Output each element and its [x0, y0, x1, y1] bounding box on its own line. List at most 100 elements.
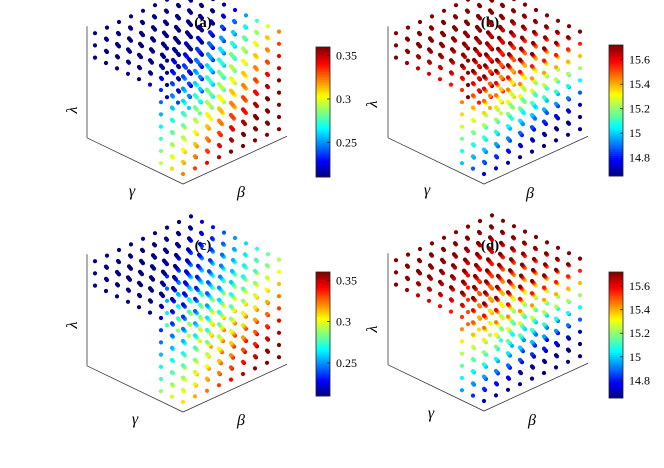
colorbar-segment: [316, 384, 330, 387]
colorbar-tick-label: 14.8: [629, 151, 650, 165]
colorbar-tick-label: 15: [629, 126, 641, 140]
data-point: [460, 279, 466, 284]
data-point: [228, 88, 234, 93]
data-point: [453, 3, 459, 8]
data-point: [498, 13, 504, 18]
data-point: [553, 304, 559, 309]
colorbar-segment: [609, 112, 623, 115]
colorbar-segment: [609, 299, 623, 302]
colorbar-segment: [609, 362, 623, 365]
data-point: [553, 113, 559, 119]
colorbar-segment: [609, 135, 623, 138]
data-point: [494, 57, 500, 62]
data-point: [103, 48, 109, 53]
colorbar-segment: [316, 306, 330, 310]
colorbar: 14.8 15 15.2 15.4 15.6: [608, 44, 650, 177]
data-point: [493, 381, 499, 386]
data-point: [162, 247, 168, 252]
colorbar-segment: [609, 57, 623, 60]
z-axis-label: λ: [364, 100, 381, 108]
data-point: [541, 297, 547, 302]
data-point: [152, 3, 158, 8]
data-point: [158, 303, 164, 308]
colorbar-segment: [316, 116, 330, 119]
data-point: [128, 14, 134, 19]
data-point: [438, 41, 444, 46]
data-point: [577, 317, 583, 322]
data-point: [216, 334, 222, 339]
colorbar-segment: [609, 116, 623, 120]
colorbar-segment: [316, 109, 330, 113]
data-point: [470, 344, 476, 349]
data-point: [254, 246, 260, 251]
data-point: [148, 275, 154, 280]
colorbar-segment: [609, 108, 623, 111]
data-point: [459, 339, 465, 344]
data-point: [217, 46, 223, 51]
data-point: [209, 236, 215, 241]
data-point: [264, 96, 270, 101]
data-point: [459, 363, 465, 368]
data-point: [198, 2, 204, 7]
data-point: [139, 247, 145, 252]
data-point: [475, 13, 481, 19]
data-point: [507, 268, 513, 273]
data-point: [464, 8, 470, 13]
data-point: [183, 41, 189, 46]
data-point: [174, 241, 180, 247]
data-point: [115, 30, 121, 36]
data-point: [164, 82, 170, 88]
data-point: [264, 132, 270, 137]
colorbar: 14.8 15 15.2 15.4 15.6: [608, 271, 650, 399]
data-point: [498, 240, 504, 245]
colorbar-segment: [609, 285, 623, 289]
data-point: [462, 257, 468, 262]
data-point: [192, 80, 198, 86]
data-point: [488, 0, 494, 2]
data-point: [158, 136, 164, 141]
colorbar-segment: [609, 372, 623, 375]
data-point: [465, 0, 471, 2]
data-point: [264, 120, 270, 125]
data-point: [264, 336, 270, 341]
colorbar-segment: [609, 77, 623, 81]
data-point: [472, 273, 478, 279]
data-point: [103, 60, 109, 66]
data-point: [470, 81, 476, 86]
data-point: [264, 348, 270, 353]
data-point: [577, 78, 583, 83]
data-point: [499, 2, 505, 7]
data-point: [505, 99, 511, 104]
data-point: [228, 353, 234, 358]
colorbar-segment: [609, 374, 623, 377]
colorbar-segment: [609, 307, 623, 310]
data-point: [517, 130, 523, 135]
data-point: [150, 253, 156, 258]
data-point: [417, 19, 423, 25]
data-point: [160, 269, 166, 274]
colorbar-segment: [609, 49, 623, 52]
data-point: [116, 19, 122, 25]
colorbar-segment: [316, 172, 330, 176]
data-point: [193, 285, 199, 290]
data-point: [565, 83, 571, 89]
colorbar-segment: [316, 112, 330, 115]
data-point: [216, 309, 222, 315]
data-point: [204, 388, 210, 393]
data-point: [240, 286, 246, 291]
data-point: [481, 123, 487, 128]
data-point: [228, 100, 234, 105]
data-point: [216, 142, 222, 148]
data-point: [493, 356, 499, 361]
data-point: [465, 82, 471, 88]
colorbar-segment: [316, 303, 330, 306]
data-point: [276, 281, 282, 287]
colorbar-segment: [609, 92, 623, 95]
data-point: [476, 76, 482, 81]
data-point: [182, 280, 188, 285]
data-point: [439, 257, 445, 262]
colorbar-segment: [316, 95, 330, 99]
data-point: [175, 230, 181, 236]
data-point: [577, 114, 583, 120]
data-point: [192, 369, 198, 375]
